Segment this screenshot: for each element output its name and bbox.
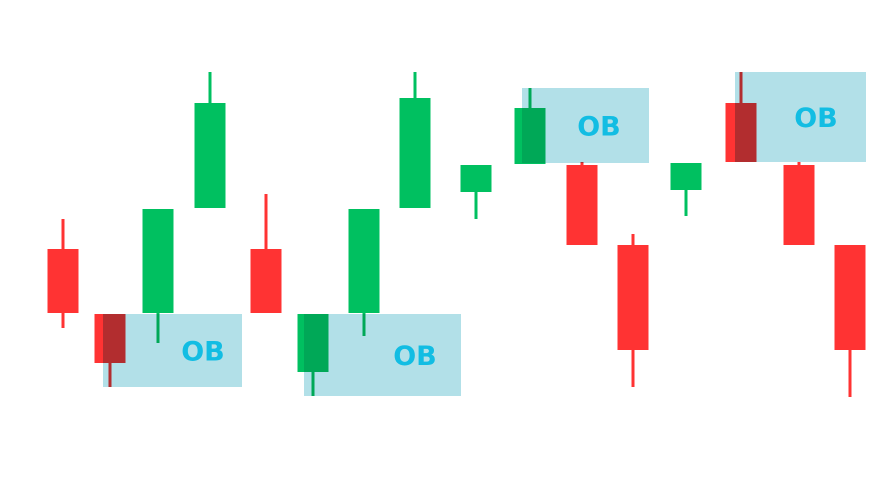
bearish-candle bbox=[617, 234, 649, 387]
order-block-box bbox=[735, 72, 866, 162]
order-block-zone: OB bbox=[735, 72, 866, 162]
candle-body bbox=[670, 163, 702, 190]
candle-body bbox=[194, 103, 226, 208]
candle-body bbox=[566, 165, 598, 245]
order-block-box bbox=[103, 314, 242, 387]
bullish-candle bbox=[348, 209, 380, 336]
bearish-candle bbox=[783, 162, 815, 245]
order-block-box bbox=[522, 88, 649, 163]
order-block-zone: OB bbox=[304, 314, 461, 396]
candle-body bbox=[783, 165, 815, 245]
order-block-zone: OB bbox=[522, 88, 649, 163]
bullish-candle bbox=[142, 209, 174, 343]
candle-body bbox=[250, 249, 282, 313]
bullish-candle bbox=[194, 72, 226, 208]
order-block-box bbox=[304, 314, 461, 396]
bullish-candle bbox=[670, 163, 702, 216]
candle-body bbox=[460, 165, 492, 192]
candle-body bbox=[47, 249, 79, 313]
bearish-candle bbox=[47, 219, 79, 328]
order-block-label: OB bbox=[181, 337, 225, 368]
candle-body bbox=[617, 245, 649, 350]
bearish-candle bbox=[250, 194, 282, 313]
bearish-candle bbox=[566, 162, 598, 245]
order-blocks-layer: OB OB OB OB bbox=[103, 72, 866, 396]
bearish-candle bbox=[834, 245, 866, 397]
bullish-candle bbox=[399, 72, 431, 208]
order-block-label: OB bbox=[577, 112, 621, 143]
candle-body bbox=[834, 245, 866, 350]
bullish-candle bbox=[460, 165, 492, 219]
candle-body bbox=[142, 209, 174, 313]
order-block-zone: OB bbox=[103, 314, 242, 387]
candle-body bbox=[399, 98, 431, 208]
order-block-label: OB bbox=[393, 341, 437, 372]
candle-body bbox=[348, 209, 380, 313]
order-block-label: OB bbox=[794, 103, 838, 134]
